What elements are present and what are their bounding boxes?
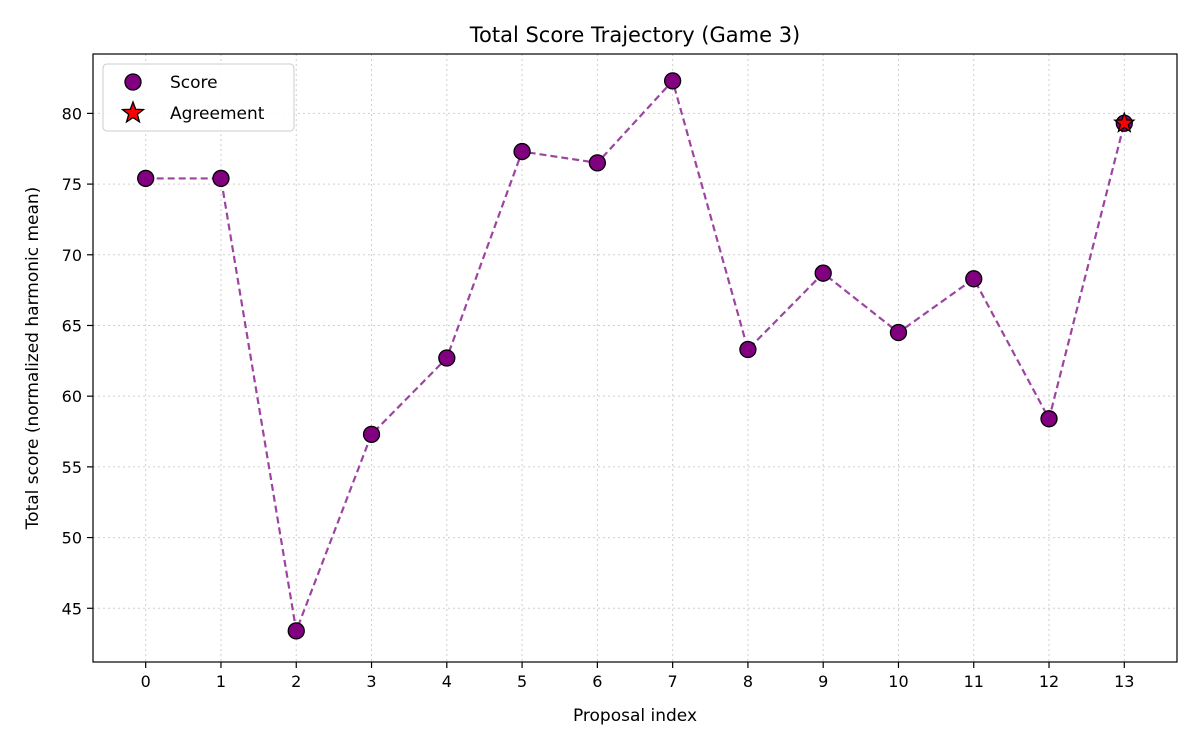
score-point [362,425,381,444]
legend-agreement-marker [120,100,146,124]
legend-score-marker [124,73,142,91]
y-tick-label: 45 [62,599,82,618]
x-tick-label: 3 [366,672,376,691]
x-tick-label: 13 [1114,672,1134,691]
x-tick-label: 6 [592,672,602,691]
agreement-marker [1113,111,1136,133]
score-point [739,340,757,359]
score-point [889,323,908,342]
x-tick-label: 10 [888,672,908,691]
y-axis: 45 50 55 60 65 70 75 80 [62,104,93,618]
grid [93,54,1177,662]
score-point [1040,410,1058,428]
score-point [212,169,230,188]
y-tick-label: 65 [62,316,82,335]
x-tick-label: 12 [1039,672,1059,691]
x-tick-label: 5 [517,672,527,691]
x-tick-label: 1 [216,672,226,691]
score-point [287,622,305,640]
y-tick-label: 70 [62,246,82,265]
x-tick-label: 11 [964,672,984,691]
y-tick-label: 80 [62,104,82,123]
x-axis: 0 1 2 3 4 5 6 7 8 9 10 11 12 13 [141,662,1134,691]
y-tick-label: 50 [62,529,82,548]
x-tick-label: 8 [743,672,753,691]
score-point [588,154,607,172]
y-tick-label: 60 [62,387,82,406]
score-point [965,270,983,288]
chart-title: Total Score Trajectory (Game 3) [469,23,801,47]
legend: Score Agreement [102,63,295,132]
series-layer [137,72,1136,640]
score-line [145,78,1126,636]
x-tick-label: 4 [442,672,452,691]
legend-score-label: Score [170,73,218,93]
score-point [814,264,832,282]
y-tick-label: 75 [62,175,82,194]
y-tick-label: 55 [62,458,82,477]
x-tick-label: 7 [668,672,678,691]
legend-box [102,63,295,132]
x-tick-label: 2 [291,672,301,691]
score-point [438,349,456,367]
legend-agreement-label: Agreement [170,104,265,124]
x-tick-label: 9 [818,672,828,691]
score-point [513,142,531,161]
score-point [663,72,682,90]
score-point [137,169,155,188]
plot-frame [92,53,1178,663]
x-axis-label: Proposal index [573,706,697,726]
x-tick-label: 0 [141,672,151,691]
y-axis-label: Total score (normalized harmonic mean) [23,187,43,531]
